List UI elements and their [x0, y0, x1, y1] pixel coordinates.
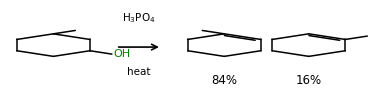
Text: OH: OH	[113, 49, 130, 59]
Text: 16%: 16%	[296, 74, 322, 87]
Text: H$_3$PO$_4$: H$_3$PO$_4$	[122, 11, 156, 24]
Text: heat: heat	[127, 67, 151, 77]
Text: 84%: 84%	[211, 74, 237, 87]
